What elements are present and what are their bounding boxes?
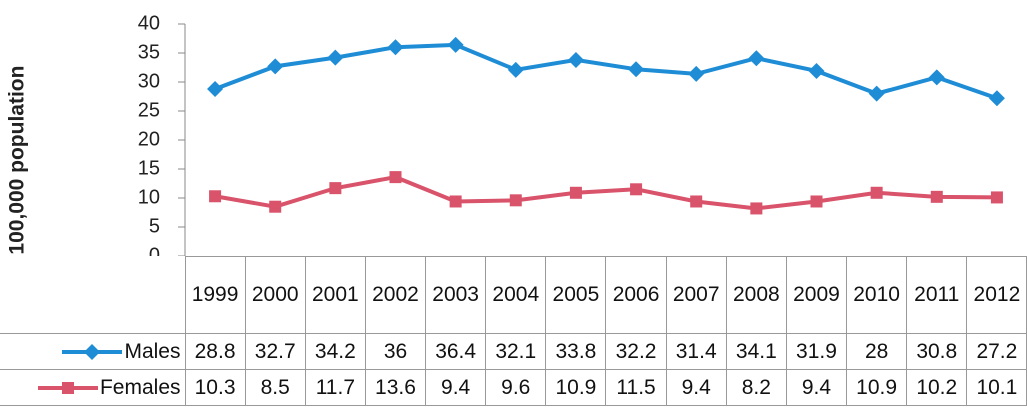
value-cell: 31.4 xyxy=(665,333,727,370)
marker xyxy=(750,202,763,215)
data-table: 1999 2000 2001 2002 2003 2004 2005 2006 2007 2008… xyxy=(0,256,1027,406)
value-cell: 11.5 xyxy=(605,369,667,406)
legend-cell: Females xyxy=(0,369,186,406)
header-row: 1999 2000 2001 2002 2003 2004 2005 2006 2007 2008… xyxy=(0,256,1027,334)
marker xyxy=(389,171,402,184)
category-cell: 2008 xyxy=(725,256,787,334)
value-cell: 10.3 xyxy=(184,369,246,406)
value-cell: 9.4 xyxy=(425,369,487,406)
series-line xyxy=(214,175,997,211)
series-row: Females 10.3 8.5 11.7 13.6 9.4 9.6 10.9 11.5 9.4 8… xyxy=(0,369,1027,406)
marker xyxy=(988,90,1005,107)
value-cell: 32.2 xyxy=(605,333,667,370)
category-cell: 2004 xyxy=(485,256,547,334)
value-cell: 27.2 xyxy=(966,333,1027,370)
value-cell: 10.9 xyxy=(846,369,908,406)
value-cell: 28.8 xyxy=(184,333,246,370)
y-tick-label: 35 xyxy=(138,41,160,63)
marker xyxy=(509,194,522,207)
legend-marker xyxy=(61,381,74,394)
y-tick-label: 25 xyxy=(138,99,160,121)
value-cell: 34.2 xyxy=(304,333,366,370)
y-tick-label: 40 xyxy=(138,12,160,34)
marker xyxy=(507,61,524,78)
value-cell: 8.2 xyxy=(725,369,787,406)
marker xyxy=(327,49,344,66)
legend-label: Males xyxy=(124,339,181,363)
value-cell: 32.1 xyxy=(485,333,547,370)
marker xyxy=(329,182,342,195)
marker xyxy=(868,85,885,102)
category-cell: 2011 xyxy=(906,256,968,334)
value-cell: 8.5 xyxy=(244,369,306,406)
value-cell: 31.9 xyxy=(785,333,848,370)
value-cell: 10.2 xyxy=(906,369,968,406)
y-axis-title: Rate per 100,000 population xyxy=(6,66,29,256)
y-tick-label: 20 xyxy=(138,128,160,150)
marker xyxy=(628,61,645,78)
legend-marker xyxy=(84,343,101,360)
marker xyxy=(267,58,284,75)
marker xyxy=(209,190,222,203)
y-tick-label: 10 xyxy=(138,186,160,208)
marker xyxy=(387,39,404,56)
value-cell: 33.8 xyxy=(545,333,607,370)
marker xyxy=(449,195,462,208)
marker xyxy=(810,195,823,208)
series-line xyxy=(214,42,998,101)
value-cell: 32.7 xyxy=(244,333,306,370)
category-cell: 1999 xyxy=(184,256,246,334)
category-cell: 2001 xyxy=(304,256,366,334)
value-cell: 9.4 xyxy=(665,369,727,406)
marker xyxy=(808,62,825,79)
marker xyxy=(569,186,582,199)
marker xyxy=(207,80,224,97)
value-cell: 13.6 xyxy=(364,369,427,406)
corner-cell xyxy=(0,256,186,334)
value-cell: 10.9 xyxy=(545,369,607,406)
marker xyxy=(748,50,765,67)
y-tick-label: 5 xyxy=(149,215,160,237)
value-cell: 36 xyxy=(364,333,427,370)
y-tick-label: 0 xyxy=(149,244,160,256)
value-cell: 10.1 xyxy=(966,369,1027,406)
category-cell: 2009 xyxy=(785,256,848,334)
marker xyxy=(870,186,883,199)
category-cell: 2005 xyxy=(545,256,607,334)
value-cell: 34.1 xyxy=(725,333,787,370)
value-cell: 30.8 xyxy=(906,333,968,370)
category-cell: 2010 xyxy=(846,256,908,334)
value-cell: 9.4 xyxy=(785,369,848,406)
marker xyxy=(630,183,643,196)
marker xyxy=(688,65,705,82)
chart: Rate per 100,000 population 0 5 10 15 20 25 30… xyxy=(6,12,1005,256)
marker xyxy=(567,51,584,68)
legend-cell: Males xyxy=(0,333,186,370)
marker xyxy=(930,190,943,203)
category-cell: 2003 xyxy=(425,256,487,334)
marker xyxy=(928,69,945,86)
marker xyxy=(690,195,703,208)
marker xyxy=(990,191,1003,204)
marker xyxy=(447,36,464,53)
series-row: Males 28.8 32.7 34.2 36 36.4 32.1 33.8 32.2 31.4 3… xyxy=(0,333,1027,370)
y-tick-label: 30 xyxy=(138,70,160,92)
marker xyxy=(269,200,282,213)
value-cell: 11.7 xyxy=(304,369,366,406)
value-cell: 28 xyxy=(846,333,908,370)
category-cell: 2000 xyxy=(244,256,306,334)
value-cell: 9.6 xyxy=(485,369,547,406)
category-cell: 2007 xyxy=(665,256,727,334)
legend-label: Females xyxy=(99,375,181,399)
legend-key xyxy=(37,381,98,394)
value-cell: 36.4 xyxy=(425,333,487,370)
legend-key xyxy=(62,343,123,360)
category-cell: 2012 xyxy=(966,256,1027,334)
y-tick-label: 15 xyxy=(138,157,160,179)
category-cell: 2006 xyxy=(605,256,667,334)
category-cell: 2002 xyxy=(364,256,427,334)
